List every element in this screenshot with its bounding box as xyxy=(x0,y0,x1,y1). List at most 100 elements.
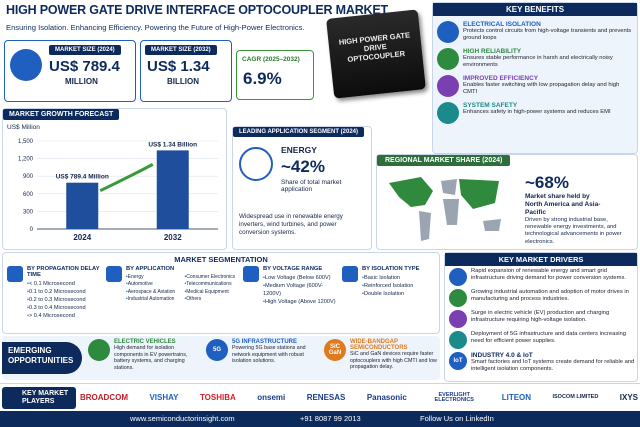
benefit-icon xyxy=(437,75,459,97)
drivers-list: Rapid expansion of renewable energy and … xyxy=(449,268,635,373)
opportunity-heading: WIDE-BANDGAP SEMICONDUCTORS xyxy=(350,339,408,351)
chart: US$ Million 0 300 600 900 1,200 1,500 2024 US$ 7… xyxy=(7,124,218,242)
opportunity: 5G 5G INFRASTRUCTURE Powering 5G base stat… xyxy=(206,339,320,371)
opportunity: SiC GaN WIDE-BANDGAP SEMICONDUCTORS SiC an… xyxy=(324,339,438,371)
y-tick-label: 300 xyxy=(23,209,34,215)
opportunity-icon: SiC GaN xyxy=(324,339,346,361)
segment-icon xyxy=(342,266,358,282)
segment-items: < 0.1 Microsecond0.1 to 0.2 Microsecond0… xyxy=(27,280,102,321)
opportunity-body: WIDE-BANDGAP SEMICONDUCTORS SiC and GaN d… xyxy=(350,339,438,371)
icon xyxy=(10,49,42,81)
player-logo[interactable]: LITEON xyxy=(501,393,532,402)
player-logo[interactable]: RENESAS xyxy=(306,393,346,402)
segment-body: BY ISOLATION TYPE Basic IsolationReinforc… xyxy=(362,266,437,298)
benefit-desc: Enables faster switching with low propag… xyxy=(463,82,620,96)
player-logo[interactable]: VISHAY xyxy=(149,393,179,402)
bar xyxy=(156,150,189,229)
label: CAGR (2025–2032) xyxy=(242,56,300,63)
segment-title: BY ISOLATION TYPE xyxy=(362,266,420,272)
x-tick-label: 2024 xyxy=(73,233,91,242)
segment-icon xyxy=(106,266,122,282)
growth-arrow xyxy=(99,163,154,193)
label: MARKET SIZE (2024) xyxy=(49,45,121,55)
player-logo[interactable]: onsemi xyxy=(257,393,286,402)
panel-title: LEADING APPLICATION SEGMENT (2024) xyxy=(233,127,365,137)
driver: Rapid expansion of renewable energy and … xyxy=(449,268,635,286)
benefits-panel: KEY BENEFITS ELECTRICAL ISOLATION Protect… xyxy=(432,2,638,154)
driver-text: Growing industrial automation and adopti… xyxy=(471,289,629,303)
segment-item: High Voltage (Above 1200V) xyxy=(263,298,338,306)
y-tick-label: 1,200 xyxy=(18,157,34,163)
player-logo[interactable]: BROADCOM xyxy=(80,393,128,402)
player-logo[interactable]: Panasonic xyxy=(366,393,407,402)
segment-items: EnergyAutomotiveAerospace & AviationIndu… xyxy=(126,274,239,303)
driver: Surge in electric vehicle (EV) productio… xyxy=(449,310,635,328)
chart-title: MARKET GROWTH FORECAST xyxy=(3,109,120,120)
player-logo[interactable]: TOSHIBA xyxy=(199,393,236,402)
segment-title: BY VOLTAGE RANGE xyxy=(263,266,323,272)
driver-text: Rapid expansion of renewable energy and … xyxy=(471,268,626,282)
segment-title: BY APPLICATION xyxy=(126,266,175,272)
driver: Deployment of 5G infrastructure and data… xyxy=(449,331,635,349)
player-logo[interactable]: ISOCOM LIMITED xyxy=(552,394,599,401)
unit: BILLION xyxy=(167,77,199,86)
segment-item: Aerospace & Aviation xyxy=(126,289,181,296)
y-axis-label: US$ Million xyxy=(7,124,40,131)
segment-item: Reinforced Isolation xyxy=(362,282,437,290)
growth-panel: MARKET GROWTH FORECAST US$ Million 0 300 60… xyxy=(2,108,227,250)
segment-body: BY PROPAGATION DELAY TIME < 0.1 Microseco… xyxy=(27,266,102,321)
segment-item: Energy xyxy=(126,274,181,281)
y-tick-label: 900 xyxy=(23,174,34,180)
segment: ENERGY xyxy=(281,145,317,155)
opportunities-list: ELECTRIC VEHICLES High demand for isolati… xyxy=(88,339,438,371)
segment-items: Low Voltage (Below 600V)Medium Voltage (… xyxy=(263,274,338,306)
value: 6.9% xyxy=(243,69,282,88)
driver-text: Surge in electric vehicle (EV) productio… xyxy=(471,310,610,324)
benefit-desc: Ensures stable performance in harsh and … xyxy=(463,55,613,69)
segmentation-panel: MARKET SEGMENTATION BY PROPAGATION DELAY… xyxy=(2,252,440,334)
segment-item: Automotive xyxy=(126,281,181,288)
unit: MILLION xyxy=(65,77,98,86)
market-size-box: MARKET SIZE (2032) US$ 1.34 BILLION xyxy=(140,40,232,102)
value-label: US$ 1.34 Billion xyxy=(148,141,197,148)
panel-title: REGIONAL MARKET SHARE (2024) xyxy=(377,155,511,166)
x-tick-label: 2032 xyxy=(164,233,182,242)
opportunity: ELECTRIC VEHICLES High demand for isolati… xyxy=(88,339,202,371)
website[interactable]: www.semiconductorinsight.com xyxy=(130,414,235,423)
segment-item: Double Isolation xyxy=(362,290,437,298)
segment-group: BY ISOLATION TYPE Basic IsolationReinforc… xyxy=(342,266,437,321)
opportunity-text: High demand for isolation components in … xyxy=(114,345,188,371)
drivers-panel: KEY MARKET DRIVERS Rapid expansion of re… xyxy=(444,252,638,382)
driver-text: Deployment of 5G infrastructure and data… xyxy=(471,331,626,345)
benefit-heading: IMPROVED EFFICIENCY xyxy=(463,75,539,82)
player-logo[interactable]: EVERLIGHT ELECTRONICS xyxy=(434,391,474,403)
description: Driven by strong industrial base, renewa… xyxy=(525,217,622,245)
driver: IoT INDUSTRY 4.0 & IoT Smart factories and… xyxy=(449,352,635,373)
benefit-heading: ELECTRICAL ISOLATION xyxy=(463,21,541,28)
value-label: US$ 789.4 Million xyxy=(56,174,109,181)
y-tick-label: 600 xyxy=(23,192,34,198)
benefits-title: KEY BENEFITS xyxy=(433,3,637,16)
player-logo[interactable]: IXYS xyxy=(619,393,638,402)
benefit-text: ELECTRICAL ISOLATION Protects control cir… xyxy=(463,21,635,42)
segment-item: Consumer Electronics xyxy=(185,274,240,281)
opportunities-panel: EMERGING OPPORTUNITIES ELECTRIC VEHICLES… xyxy=(2,336,440,380)
phone: +91 8087 99 2013 xyxy=(300,414,361,423)
driver: Growing industrial automation and adopti… xyxy=(449,289,635,307)
share: ~42% xyxy=(281,157,325,176)
chip-label: HIGH POWER GATE DRIVE OPTOCOUPLER xyxy=(338,30,411,64)
market-size-box: MARKET SIZE (2024) US$ 789.4 MILLION xyxy=(4,40,136,102)
y-tick-label: 1,500 xyxy=(18,139,34,145)
cagr-box: CAGR (2025–2032) 6.9% xyxy=(236,50,314,100)
description: Widespread use in renewable energy inver… xyxy=(239,213,343,237)
benefit-text: IMPROVED EFFICIENCY Enables faster switch… xyxy=(463,75,635,96)
segment-item: Medical Equipment xyxy=(185,289,240,296)
y-tick-label: 0 xyxy=(30,227,34,233)
opportunity-body: 5G INFRASTRUCTURE Powering 5G base statio… xyxy=(232,339,320,365)
icon xyxy=(239,147,273,181)
opportunity-icon xyxy=(88,339,110,361)
segment-body: BY APPLICATION EnergyAutomotiveAerospace … xyxy=(126,266,239,303)
linkedin[interactable]: Follow Us on LinkedIn xyxy=(420,414,494,423)
benefit-icon xyxy=(437,48,459,70)
